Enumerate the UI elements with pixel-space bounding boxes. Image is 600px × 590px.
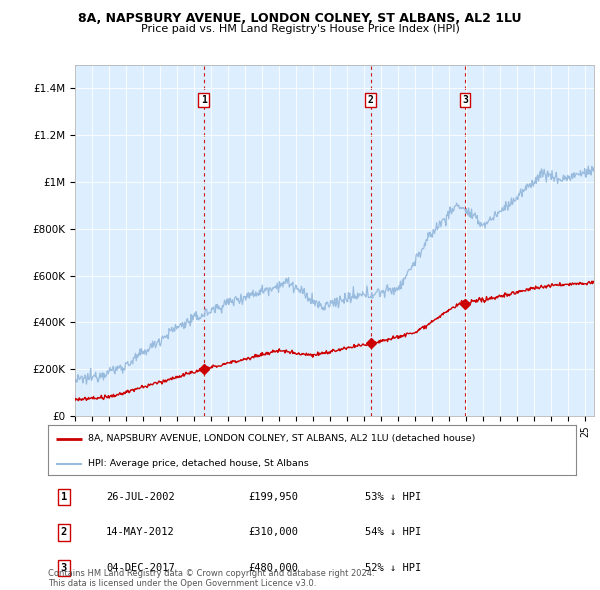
- Text: 1: 1: [61, 492, 67, 502]
- Text: Price paid vs. HM Land Registry's House Price Index (HPI): Price paid vs. HM Land Registry's House …: [140, 24, 460, 34]
- Text: 53% ↓ HPI: 53% ↓ HPI: [365, 492, 421, 502]
- Text: 54% ↓ HPI: 54% ↓ HPI: [365, 527, 421, 537]
- Text: 2: 2: [61, 527, 67, 537]
- Text: HPI: Average price, detached house, St Albans: HPI: Average price, detached house, St A…: [88, 460, 308, 468]
- Text: 1: 1: [201, 95, 207, 105]
- Text: 14-MAY-2012: 14-MAY-2012: [106, 527, 175, 537]
- Text: 3: 3: [462, 95, 468, 105]
- Text: 52% ↓ HPI: 52% ↓ HPI: [365, 563, 421, 573]
- Text: 2: 2: [368, 95, 374, 105]
- Text: 04-DEC-2017: 04-DEC-2017: [106, 563, 175, 573]
- Text: 3: 3: [61, 563, 67, 573]
- Text: £480,000: £480,000: [248, 563, 299, 573]
- Text: Contains HM Land Registry data © Crown copyright and database right 2024.
This d: Contains HM Land Registry data © Crown c…: [48, 569, 374, 588]
- Text: 8A, NAPSBURY AVENUE, LONDON COLNEY, ST ALBANS, AL2 1LU (detached house): 8A, NAPSBURY AVENUE, LONDON COLNEY, ST A…: [88, 434, 475, 443]
- Text: £310,000: £310,000: [248, 527, 299, 537]
- Text: 8A, NAPSBURY AVENUE, LONDON COLNEY, ST ALBANS, AL2 1LU: 8A, NAPSBURY AVENUE, LONDON COLNEY, ST A…: [78, 12, 522, 25]
- Text: £199,950: £199,950: [248, 492, 299, 502]
- Text: 26-JUL-2002: 26-JUL-2002: [106, 492, 175, 502]
